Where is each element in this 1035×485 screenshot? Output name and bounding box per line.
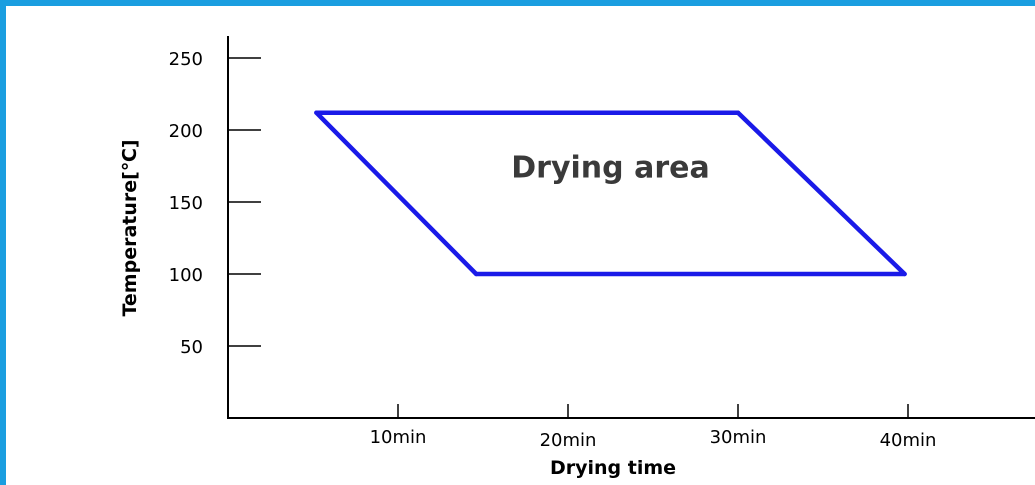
drying-area-vertex: [902, 271, 907, 277]
y-tick-label: 150: [169, 193, 203, 214]
drying-area-outline: [314, 110, 907, 277]
series-layer: [314, 110, 907, 277]
drying-area-vertex: [314, 110, 319, 115]
x-ticks: 10min 20min 30min 40min: [370, 404, 937, 451]
x-tick-label: 30min: [710, 427, 767, 448]
drying-area-label: Drying area: [511, 151, 709, 186]
x-tick-label: 20min: [540, 430, 597, 451]
y-tick-label: 50: [180, 337, 203, 358]
y-ticks: 50 100 150 200 250: [169, 49, 261, 358]
drying-area-vertex: [474, 271, 479, 277]
y-tick-label: 100: [169, 265, 203, 286]
y-tick-label: 250: [169, 49, 203, 70]
x-tick-label: 10min: [370, 427, 427, 448]
x-axis-title: Drying time: [550, 457, 676, 479]
y-tick-label: 200: [169, 121, 203, 142]
x-tick-label: 40min: [880, 430, 937, 451]
drying-area-vertex: [735, 110, 741, 115]
y-axis-title: Temperature[℃]: [119, 139, 141, 316]
